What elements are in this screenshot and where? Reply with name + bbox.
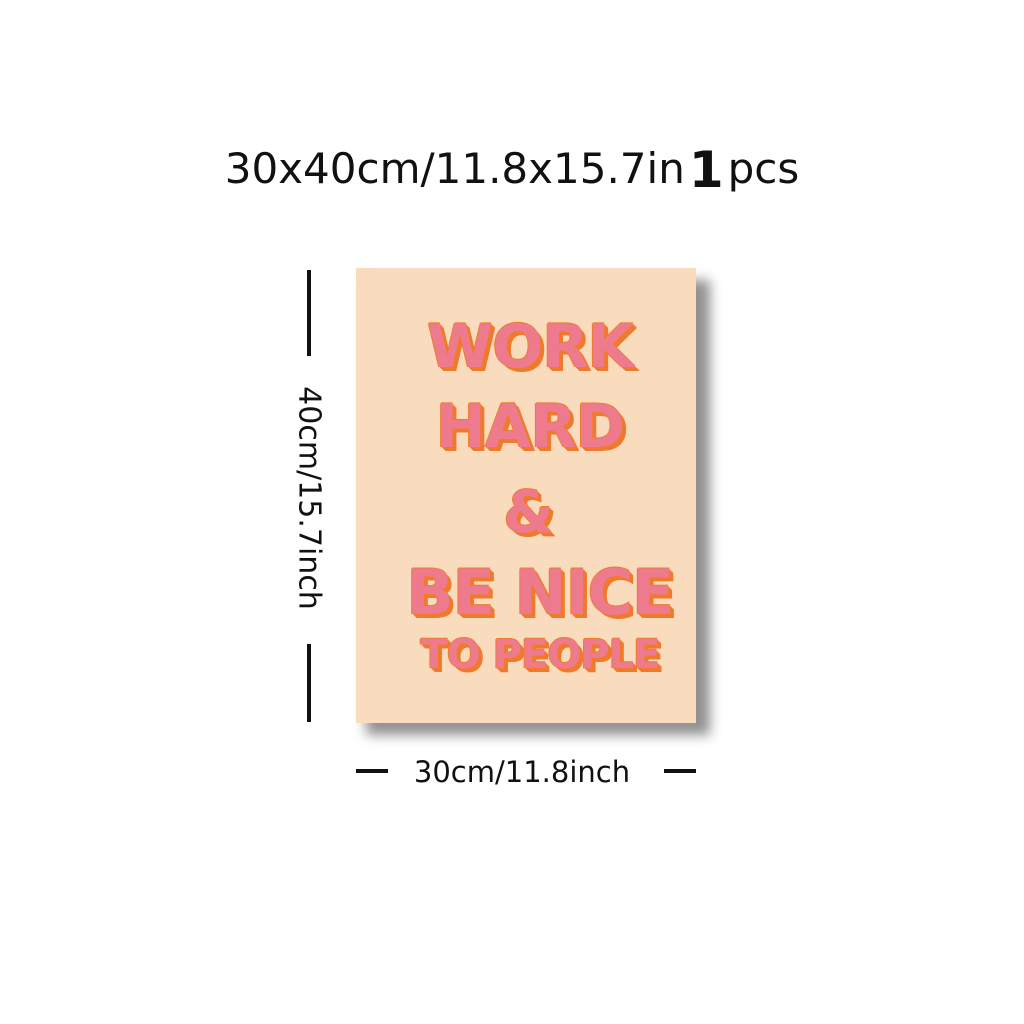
poster-line-work: WORK — [427, 312, 634, 382]
height-dimension-label: 40cm/15.7inch — [291, 386, 327, 610]
poster-line-to-people: TO PEOPLE — [420, 632, 661, 678]
height-dimension-bar-top — [307, 270, 311, 356]
poster-line-ampersand: & — [503, 478, 554, 546]
poster-line-be-nice: BE NICE — [406, 556, 674, 629]
width-dimension-label: 30cm/11.8inch — [413, 755, 631, 789]
width-dimension-bar-right — [664, 769, 696, 773]
size-headline: 30x40cm/11.8x15.7in1pcs — [0, 138, 1024, 199]
height-dimension-bar-bottom — [307, 644, 311, 722]
quantity-text: 1 — [688, 141, 724, 199]
unit-text: pcs — [727, 144, 800, 193]
size-text: 30x40cm/11.8x15.7in — [224, 144, 685, 193]
width-dimension-bar-left — [356, 769, 388, 773]
poster-line-hard: HARD — [435, 392, 626, 462]
poster: WORK HARD & BE NICE TO PEOPLE — [356, 268, 696, 723]
